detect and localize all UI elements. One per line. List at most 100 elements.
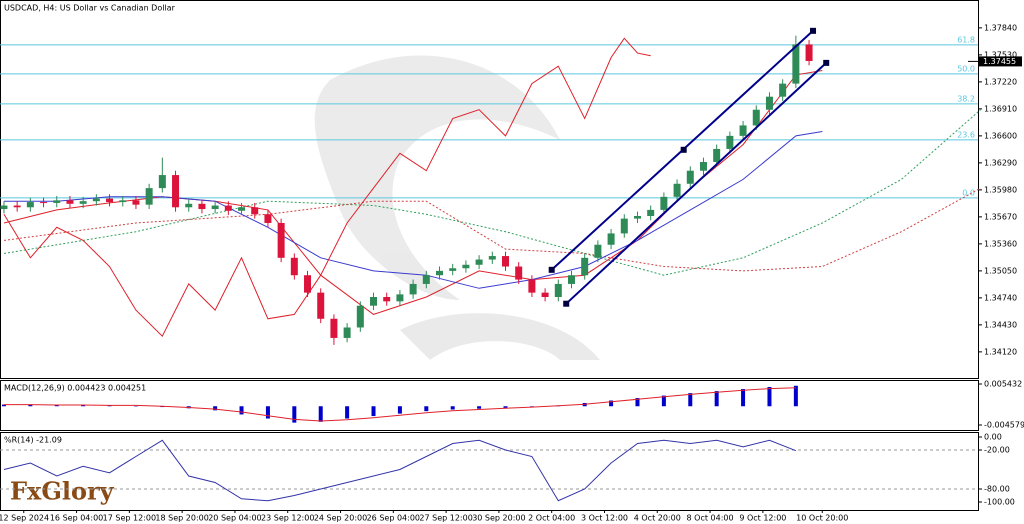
y-tick-label: 1.36600: [984, 131, 1017, 140]
macd-bar: [714, 391, 719, 407]
y-tick-label: -0.004579: [984, 421, 1024, 430]
candle-body: [567, 275, 575, 284]
candle-body: [264, 214, 272, 223]
candle-body: [132, 200, 140, 205]
candle-body: [779, 83, 787, 97]
y-tick-label: 1.36290: [984, 158, 1017, 167]
candle-body: [145, 188, 153, 205]
channel-anchor: [563, 300, 570, 307]
candle-body: [185, 203, 193, 208]
indicator-line: [3, 187, 981, 272]
candle-body: [541, 292, 549, 297]
candle-body: [158, 175, 166, 189]
indicator-line: [3, 109, 981, 276]
candle-body: [633, 216, 641, 219]
fib-level-label: 50.0: [957, 64, 975, 73]
candle-body: [290, 257, 298, 276]
macd-bar: [397, 406, 402, 414]
candle-body: [713, 148, 721, 162]
panel-title: USDCAD, H4: US Dollar vs Canadian Dollar: [4, 4, 176, 13]
candle-body: [356, 305, 364, 328]
y-tick-label: 1.37840: [984, 23, 1017, 32]
y-tick-label: 1.34120: [984, 347, 1017, 356]
channel-anchor: [680, 146, 687, 153]
candle-body: [739, 125, 747, 136]
candle-body: [409, 283, 417, 295]
candle-body: [304, 275, 312, 293]
logo: FxGlory: [10, 477, 115, 506]
macd-bar: [450, 406, 455, 410]
candle-body: [673, 183, 681, 197]
x-tick-label: 9 Oct 12:00: [739, 514, 786, 523]
macd-bar: [81, 405, 86, 407]
macd-bar: [292, 406, 297, 423]
y-tick-label: -100.00: [984, 498, 1015, 507]
y-tick-label: 1.37220: [984, 77, 1017, 86]
x-tick-label: 24 Sep 20:00: [314, 514, 367, 523]
candle-body: [317, 292, 325, 319]
x-tick-label: 8 Oct 04:00: [687, 514, 734, 523]
x-tick-label: 3 Oct 12:00: [581, 514, 628, 523]
macd-bar: [213, 406, 218, 411]
macd-bar: [793, 385, 798, 407]
current-price-label: 1.37455: [983, 57, 1016, 66]
candle-body: [172, 175, 180, 208]
y-tick-label: 0.005432: [984, 380, 1022, 389]
candle-body: [581, 257, 589, 276]
y-tick-label: 1.35980: [984, 185, 1017, 194]
macd-bar: [1, 404, 6, 407]
current-price-tag: [979, 56, 1022, 67]
y-tick-label: -80.00: [984, 485, 1010, 494]
candle-body: [699, 162, 707, 171]
fib-level-label: 0.0: [962, 188, 975, 197]
candle-body: [607, 233, 615, 245]
candle-body: [436, 270, 444, 276]
candle-body: [501, 256, 509, 267]
candle-body: [119, 200, 127, 203]
macd-bar: [318, 406, 323, 422]
x-tick-label: 18 Sep 20:00: [155, 514, 208, 523]
candle-body: [475, 259, 483, 265]
fib-level-label: 61.8: [957, 35, 975, 44]
candle-body: [422, 275, 430, 284]
candle-body: [13, 205, 21, 208]
candle-body: [396, 294, 404, 302]
x-tick-label: 26 Sep 04:00: [367, 514, 420, 523]
candle-body: [515, 266, 523, 280]
macd-bar: [424, 406, 429, 412]
panel-title: %R(14) -21.09: [4, 436, 62, 445]
candle-body: [211, 205, 219, 210]
candle-body: [343, 327, 351, 338]
candle-body: [277, 222, 285, 258]
candle-body: [198, 203, 206, 210]
x-tick-label: 20 Sep 04:00: [208, 514, 261, 523]
indicator-line: [3, 37, 651, 338]
candle-body: [92, 198, 100, 202]
candle-body: [462, 264, 470, 269]
macd-bar: [265, 406, 270, 419]
candle-body: [106, 198, 114, 203]
x-tick-label: 10 Oct 20:00: [796, 514, 848, 523]
candle-body: [554, 283, 562, 297]
candle-body: [0, 205, 8, 210]
channel-anchor: [810, 27, 817, 34]
x-tick-label: 16 Sep 04:00: [50, 514, 103, 523]
x-tick-label: 4 Oct 20:00: [634, 514, 681, 523]
candle-body: [383, 297, 391, 302]
candle-body: [40, 202, 48, 204]
macd-signal: [4, 387, 796, 422]
macd-bar: [529, 406, 534, 407]
candle-body: [792, 44, 800, 84]
y-tick-label: -20.00: [984, 446, 1010, 455]
candle-body: [53, 200, 61, 203]
candle-body: [449, 268, 457, 271]
x-tick-label: 17 Sep 12:00: [103, 514, 156, 523]
x-tick-label: 23 Sep 12:00: [261, 514, 314, 523]
macd-bar: [477, 406, 482, 409]
candle-body: [238, 207, 246, 211]
fib-level-label: 38.2: [957, 94, 975, 103]
candle-body: [79, 201, 87, 204]
macd-bar: [741, 389, 746, 407]
candle-body: [752, 109, 760, 126]
